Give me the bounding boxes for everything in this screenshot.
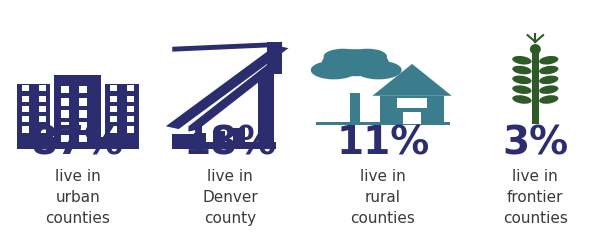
Polygon shape [373, 64, 452, 96]
Circle shape [348, 49, 387, 64]
FancyBboxPatch shape [39, 85, 46, 91]
Ellipse shape [539, 76, 558, 84]
Circle shape [322, 49, 389, 76]
Ellipse shape [539, 66, 558, 74]
Polygon shape [166, 45, 289, 129]
FancyBboxPatch shape [55, 75, 101, 149]
Polygon shape [172, 42, 282, 52]
FancyBboxPatch shape [127, 85, 134, 91]
FancyBboxPatch shape [110, 106, 117, 112]
FancyBboxPatch shape [380, 96, 444, 124]
FancyBboxPatch shape [403, 112, 421, 124]
FancyBboxPatch shape [39, 126, 46, 133]
FancyBboxPatch shape [79, 135, 88, 142]
Ellipse shape [512, 95, 531, 104]
FancyBboxPatch shape [110, 116, 117, 122]
Ellipse shape [512, 85, 531, 94]
Text: 3%: 3% [502, 124, 568, 163]
Polygon shape [194, 133, 206, 142]
Polygon shape [172, 134, 197, 142]
Text: live in
Denver
county: live in Denver county [202, 169, 258, 226]
FancyBboxPatch shape [21, 126, 29, 133]
FancyBboxPatch shape [79, 98, 88, 106]
Circle shape [356, 61, 402, 79]
FancyBboxPatch shape [127, 126, 134, 133]
FancyBboxPatch shape [531, 46, 539, 124]
Ellipse shape [539, 56, 558, 64]
FancyBboxPatch shape [110, 126, 117, 133]
FancyBboxPatch shape [105, 84, 139, 137]
FancyBboxPatch shape [39, 95, 46, 102]
Circle shape [311, 61, 357, 79]
FancyBboxPatch shape [397, 98, 427, 108]
FancyBboxPatch shape [17, 84, 50, 137]
Text: 11%: 11% [336, 124, 429, 163]
FancyBboxPatch shape [21, 116, 29, 122]
FancyBboxPatch shape [127, 106, 134, 112]
FancyBboxPatch shape [127, 116, 134, 122]
Polygon shape [233, 128, 245, 142]
FancyBboxPatch shape [21, 85, 29, 91]
FancyBboxPatch shape [61, 86, 69, 93]
Ellipse shape [539, 95, 558, 104]
Text: 87%: 87% [31, 124, 124, 163]
Ellipse shape [539, 85, 558, 94]
Text: live in
urban
counties: live in urban counties [45, 169, 110, 226]
Polygon shape [213, 131, 226, 142]
FancyBboxPatch shape [21, 95, 29, 102]
FancyBboxPatch shape [21, 106, 29, 112]
Polygon shape [188, 63, 280, 129]
FancyBboxPatch shape [316, 122, 450, 125]
Ellipse shape [512, 56, 531, 64]
FancyBboxPatch shape [79, 86, 88, 93]
FancyBboxPatch shape [79, 110, 88, 118]
FancyBboxPatch shape [127, 95, 134, 102]
FancyBboxPatch shape [79, 122, 88, 130]
Circle shape [324, 49, 363, 64]
Text: live in
rural
counties: live in rural counties [351, 169, 415, 226]
Ellipse shape [530, 44, 541, 54]
Polygon shape [258, 74, 274, 142]
FancyBboxPatch shape [110, 95, 117, 102]
FancyBboxPatch shape [39, 116, 46, 122]
FancyBboxPatch shape [61, 98, 69, 106]
Polygon shape [172, 142, 276, 149]
FancyBboxPatch shape [61, 122, 69, 130]
Text: live in
frontier
counties: live in frontier counties [503, 169, 568, 226]
FancyBboxPatch shape [351, 93, 360, 124]
FancyBboxPatch shape [17, 137, 139, 149]
Polygon shape [267, 42, 282, 74]
Text: 18%: 18% [184, 124, 277, 163]
Ellipse shape [512, 66, 531, 74]
FancyBboxPatch shape [61, 110, 69, 118]
Ellipse shape [512, 76, 531, 84]
FancyBboxPatch shape [39, 106, 46, 112]
FancyBboxPatch shape [110, 85, 117, 91]
FancyBboxPatch shape [61, 135, 69, 142]
